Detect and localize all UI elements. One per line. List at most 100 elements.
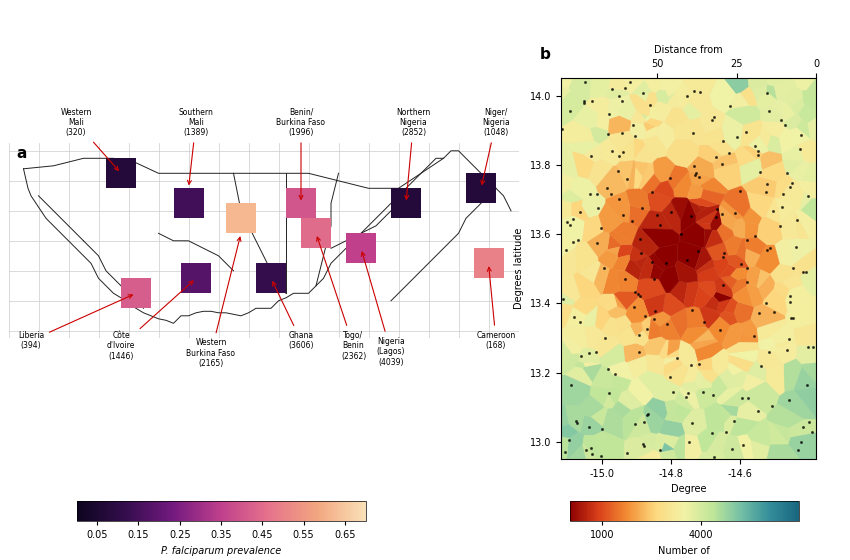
Point — [581, 422, 595, 431]
Y-axis label: Degrees latitude: Degrees latitude — [514, 228, 524, 310]
Point — [601, 130, 615, 139]
Point — [585, 449, 598, 458]
Point — [623, 78, 637, 87]
Point — [681, 389, 694, 398]
Point — [586, 96, 599, 105]
Point — [688, 170, 701, 179]
Point — [692, 360, 706, 368]
Point — [785, 178, 799, 187]
Point — [629, 419, 643, 428]
Point — [648, 307, 661, 316]
Text: Togo/
Benin
(2362): Togo/ Benin (2362) — [317, 237, 366, 361]
Point — [716, 280, 729, 289]
Text: Côte
d'Ivoire
(1446): Côte d'Ivoire (1446) — [107, 281, 193, 361]
Point — [577, 96, 591, 105]
Text: Ghana
(3606): Ghana (3606) — [273, 282, 314, 350]
Point — [653, 446, 666, 455]
Point — [612, 91, 626, 100]
Text: Western
Mali
(320): Western Mali (320) — [60, 108, 118, 170]
Point — [601, 365, 615, 374]
Point — [626, 303, 640, 312]
Point — [762, 347, 776, 356]
Point — [648, 315, 661, 324]
Point — [640, 410, 654, 419]
Point — [786, 314, 800, 323]
Point — [570, 419, 584, 428]
Point — [795, 437, 808, 446]
Point — [556, 124, 570, 133]
Point — [613, 152, 626, 161]
Point — [783, 291, 796, 300]
Bar — [286, 188, 316, 218]
Point — [793, 144, 807, 153]
Point — [584, 152, 598, 161]
Point — [768, 307, 781, 316]
Point — [707, 453, 721, 462]
Point — [561, 217, 575, 226]
Point — [752, 308, 766, 317]
Point — [802, 417, 816, 426]
Point — [740, 264, 754, 273]
Point — [689, 169, 703, 178]
Point — [716, 210, 729, 219]
Point — [782, 334, 796, 343]
Point — [638, 418, 651, 427]
Point — [696, 387, 710, 396]
Text: b: b — [540, 47, 551, 62]
Point — [598, 333, 612, 342]
Point — [602, 389, 615, 398]
Point — [684, 361, 698, 370]
Text: Liberia
(394): Liberia (394) — [18, 295, 133, 350]
Point — [717, 253, 730, 262]
Point — [589, 347, 603, 356]
Text: P. falciparum prevalence: P. falciparum prevalence — [161, 546, 281, 556]
Point — [659, 258, 672, 267]
Text: Number of: Number of — [659, 546, 710, 556]
Point — [687, 129, 700, 138]
Point — [612, 195, 626, 204]
X-axis label: Degree: Degree — [671, 484, 706, 494]
Point — [780, 346, 794, 354]
Point — [780, 169, 794, 178]
Bar — [346, 234, 376, 263]
Point — [559, 246, 573, 255]
Point — [594, 451, 608, 460]
Point — [620, 449, 634, 458]
Bar — [466, 173, 496, 203]
Point — [663, 174, 677, 183]
Point — [782, 395, 796, 404]
Point — [634, 249, 648, 258]
Point — [605, 146, 619, 155]
Point — [753, 167, 767, 176]
Point — [582, 348, 596, 357]
Text: a: a — [16, 146, 26, 161]
Bar — [226, 203, 256, 234]
Point — [778, 120, 791, 129]
Point — [564, 380, 578, 389]
Point — [785, 263, 799, 272]
Point — [688, 161, 701, 170]
Bar — [121, 278, 151, 309]
Point — [711, 204, 724, 213]
Point — [615, 97, 628, 106]
Point — [774, 116, 788, 125]
Point — [616, 210, 630, 219]
Point — [564, 220, 577, 229]
Point — [567, 312, 581, 321]
Point — [626, 216, 639, 225]
Bar — [391, 188, 421, 218]
Point — [641, 325, 654, 334]
Point — [598, 263, 611, 272]
Point — [634, 292, 648, 301]
Bar — [256, 263, 286, 293]
Point — [631, 290, 644, 298]
Point — [734, 394, 748, 403]
Point — [740, 277, 754, 286]
Point — [641, 410, 654, 419]
Point — [760, 246, 774, 255]
Point — [595, 425, 609, 434]
X-axis label: Distance from: Distance from — [654, 45, 722, 55]
Point — [759, 187, 773, 196]
Point — [734, 260, 748, 269]
Point — [748, 142, 762, 151]
